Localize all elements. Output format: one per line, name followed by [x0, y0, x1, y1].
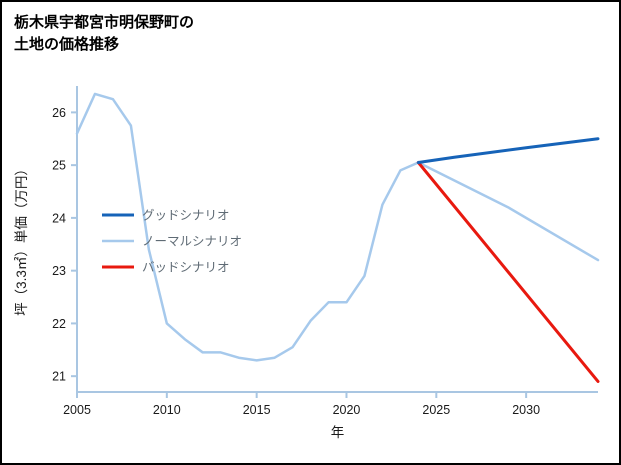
series-line-1 — [75, 92, 600, 362]
legend-label-0: グッドシナリオ — [142, 209, 230, 223]
y-tick-label: 25 — [52, 159, 66, 173]
chart-title-line2: 土地の価格推移 — [14, 35, 120, 53]
chart-title-line1: 栃木県宇都宮市明保野町の — [14, 14, 195, 31]
x-tick-label: 2025 — [422, 403, 450, 417]
y-tick-label: 21 — [52, 370, 66, 384]
y-tick-label: 24 — [52, 211, 66, 225]
chart-title: 栃木県宇都宮市明保野町の 土地の価格推移 — [14, 12, 194, 56]
x-axis-label: 年 — [331, 425, 345, 440]
legend-label-1: ノーマルシナリオ — [142, 235, 242, 249]
x-tick-label: 2020 — [333, 403, 361, 417]
x-tick-label: 2030 — [512, 403, 540, 417]
x-tick-label: 2010 — [153, 403, 181, 417]
series-line-2 — [416, 161, 600, 383]
series-line-0 — [416, 137, 600, 164]
x-tick-label: 2005 — [63, 403, 91, 417]
y-tick-label: 23 — [52, 264, 66, 278]
legend-label-2: バッドシナリオ — [142, 261, 230, 275]
y-axis-label: 坪（3.3㎡）単価（万円） — [14, 162, 29, 316]
x-tick-label: 2015 — [243, 403, 271, 417]
y-tick-label: 26 — [52, 106, 66, 120]
y-tick-label: 22 — [52, 317, 66, 331]
